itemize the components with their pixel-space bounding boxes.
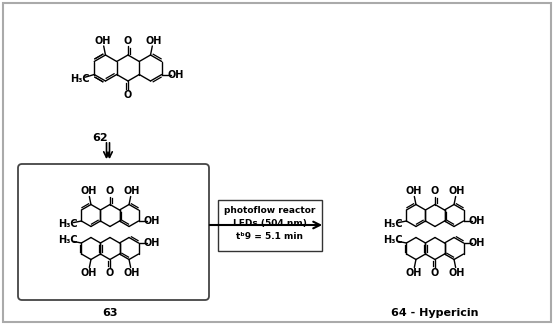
Text: 64 - Hypericin: 64 - Hypericin — [391, 308, 479, 318]
Text: OH: OH — [80, 267, 96, 278]
Text: OH: OH — [168, 70, 184, 80]
Text: tᵇ9 = 5.1 min: tᵇ9 = 5.1 min — [237, 232, 304, 241]
Text: H₃C: H₃C — [383, 235, 403, 245]
Text: OH: OH — [449, 187, 465, 197]
Text: O: O — [124, 36, 132, 46]
Text: O: O — [124, 90, 132, 100]
Text: OH: OH — [124, 267, 140, 278]
Text: OH: OH — [80, 187, 96, 197]
Text: H₃C: H₃C — [70, 74, 90, 84]
Text: OH: OH — [468, 216, 485, 226]
Text: OH: OH — [143, 238, 160, 248]
Text: OH: OH — [124, 187, 140, 197]
FancyBboxPatch shape — [218, 200, 322, 251]
Text: OH: OH — [405, 267, 422, 278]
Text: O: O — [106, 187, 114, 197]
Text: OH: OH — [95, 36, 111, 46]
FancyBboxPatch shape — [18, 164, 209, 300]
Text: photoflow reactor: photoflow reactor — [224, 206, 316, 215]
Text: OH: OH — [405, 187, 422, 197]
Text: LEDs (504 nm): LEDs (504 nm) — [233, 219, 307, 228]
Text: OH: OH — [468, 238, 485, 248]
Text: OH: OH — [449, 267, 465, 278]
Text: OH: OH — [143, 216, 160, 226]
Text: H₃C: H₃C — [59, 219, 78, 228]
Text: OH: OH — [145, 36, 162, 46]
Text: O: O — [431, 187, 439, 197]
Text: H₃C: H₃C — [383, 219, 403, 228]
Text: O: O — [431, 267, 439, 278]
Text: O: O — [106, 267, 114, 278]
Text: H₃C: H₃C — [59, 235, 78, 245]
Text: 62: 62 — [92, 133, 108, 143]
Text: 63: 63 — [102, 308, 118, 318]
